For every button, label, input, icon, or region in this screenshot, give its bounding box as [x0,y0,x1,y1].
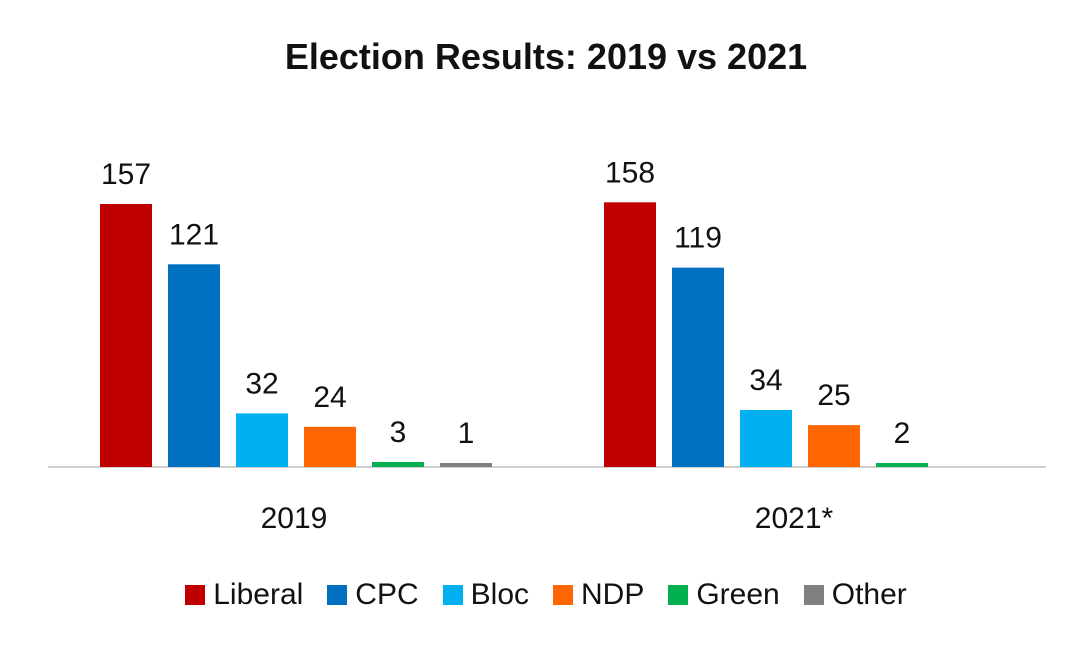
data-label-cpc-2019: 121 [169,218,219,251]
legend-swatch-green [668,585,689,605]
bar-ndp-2019 [304,426,356,467]
data-label-green-2021: 2 [894,417,911,450]
data-label-green-2019: 3 [390,416,407,449]
bar-liberal-2021 [604,202,656,468]
bar-ndp-2021 [808,425,860,467]
legend-label-liberal: Liberal [213,578,304,611]
data-label-liberal-2019: 157 [101,158,151,191]
bar-liberal-2019 [100,204,152,467]
data-label-liberal-2021: 158 [605,156,655,189]
legend-swatch-liberal [185,585,206,605]
legend-item-green: Green [668,578,780,612]
data-label-bloc-2021: 34 [749,364,782,397]
legend-swatch-bloc [442,585,463,605]
legend-label-green: Green [696,578,780,611]
data-label-ndp-2021: 25 [817,379,850,412]
legend-label-ndp: NDP [581,578,645,611]
legend-label-other: Other [831,578,907,611]
legend-swatch-other [803,585,824,605]
chart-title: Election Results: 2019 vs 2021 [284,36,808,77]
data-label-ndp-2019: 24 [313,381,346,414]
legend-item-liberal: Liberal [185,578,303,612]
data-label-other-2019: 1 [458,417,475,450]
bar-green-2021 [876,463,928,467]
bar-cpc-2019 [168,264,220,467]
legend-label-cpc: CPC [355,578,419,611]
legend: Liberal CPC Bloc NDP Green Other [0,578,1092,612]
data-label-cpc-2021: 119 [674,222,722,255]
data-label-bloc-2019: 32 [245,367,278,400]
legend-swatch-cpc [327,585,348,605]
x-tick-label-2021: 2021* [755,502,834,535]
legend-item-other: Other [803,578,907,612]
legend-item-ndp: NDP [553,578,644,612]
bar-green-2019 [372,461,424,467]
legend-label-bloc: Bloc [470,578,529,611]
x-tick-label-2019: 2019 [261,502,328,535]
bar-bloc-2021 [740,410,792,467]
legend-swatch-ndp [553,585,573,605]
legend-item-bloc: Bloc [442,578,529,612]
bar-other-2019 [440,463,492,467]
bar-cpc-2021 [672,267,724,467]
bar-bloc-2019 [236,413,288,467]
legend-item-cpc: CPC [327,578,419,612]
